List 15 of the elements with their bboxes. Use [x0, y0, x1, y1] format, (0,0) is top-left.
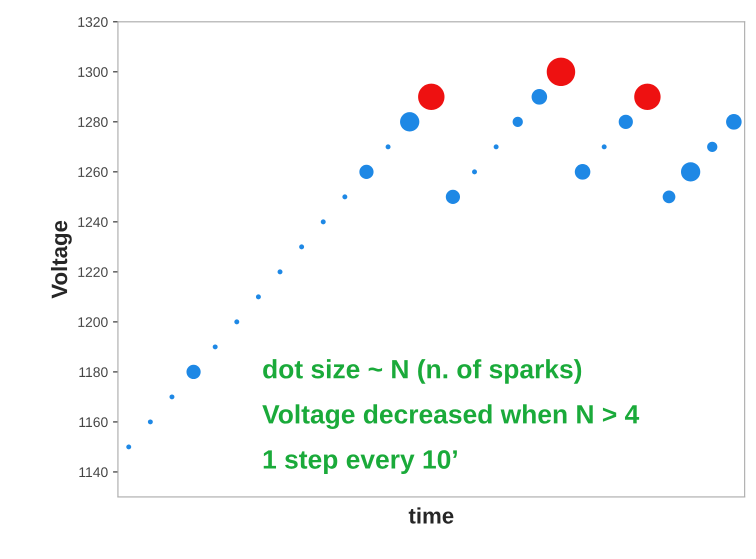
y-tick-label: 1260: [78, 167, 108, 178]
y-tick-label: 1280: [78, 117, 108, 127]
y-tick-label: 1180: [79, 367, 108, 378]
annotation: 1 step every 10’: [264, 450, 457, 474]
y-tick-label: 1320: [78, 17, 108, 27]
y-tick-label: 1140: [79, 467, 108, 478]
y-tick-label: 1240: [78, 217, 108, 228]
y-tick-label: 1200: [78, 317, 108, 328]
y-axis-title: Voltage: [50, 220, 72, 299]
y-tick-label: 1160: [79, 417, 108, 428]
x-axis-title: time: [408, 507, 454, 524]
annotation: Voltage decreased when N > 4: [262, 404, 640, 430]
y-tick-label: 1300: [78, 67, 108, 77]
annotation: dot size ~ N (n. of sparks): [263, 359, 582, 384]
y-tick-label: 1220: [78, 267, 108, 278]
